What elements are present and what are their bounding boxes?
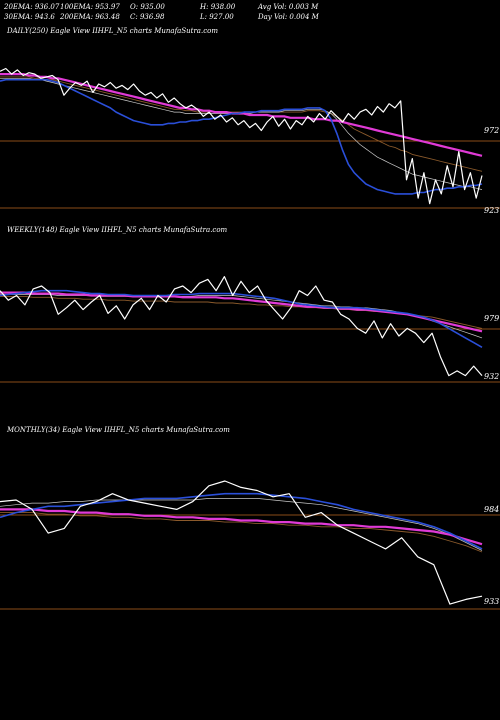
series-ema-thin-1: [0, 294, 483, 339]
hdr-high: H: 938.00: [200, 3, 236, 11]
level-label-1-0: 979: [484, 314, 499, 323]
series-ema-brown-0: [0, 76, 483, 172]
series-ema-blue-1: [0, 289, 483, 348]
hdr-day-vol: Day Vol: 0.004 M: [258, 13, 319, 21]
hdr-open: O: 935.00: [130, 3, 165, 11]
series-price-1: [0, 276, 483, 377]
series-ema-blue-0: [0, 78, 483, 195]
hdr-100ema: 100EMA: 953.97: [60, 3, 120, 11]
hdr-avg-vol: Avg Vol: 0.003 M: [258, 3, 319, 11]
panel-title-daily: DAILY(250) Eagle View IIHFL_N5 charts Mu…: [7, 27, 218, 35]
series-price-2: [0, 480, 483, 605]
level-label-1-1: 932: [484, 372, 499, 381]
hdr-200ema: 200EMA: 963.48: [60, 13, 120, 21]
series-ema-thin-0: [0, 77, 483, 190]
series-ema-thin-2: [0, 498, 483, 551]
hdr-30ema: 30EMA: 943.6: [4, 13, 55, 21]
series-ema-magenta-1: [0, 291, 483, 333]
hdr-20ema: 20EMA: 936.07: [4, 3, 60, 11]
series-ema-blue-2: [0, 492, 483, 550]
level-label-2-1: 933: [484, 597, 499, 606]
level-label-2-0: 984: [484, 505, 499, 514]
series-ema-brown-2: [0, 512, 483, 553]
series-ema-brown-1: [0, 295, 483, 329]
panel-title-weekly: WEEKLY(148) Eagle View IIHFL_N5 charts M…: [7, 226, 228, 234]
panel-title-monthly: MONTHLY(34) Eagle View IIHFL_N5 charts M…: [7, 426, 230, 434]
level-label-0-0: 972: [484, 126, 499, 135]
hdr-close: C: 936.98: [130, 13, 165, 21]
hdr-low: L: 927.00: [200, 13, 234, 21]
series-ema-magenta-2: [0, 508, 483, 546]
series-price-0: [0, 67, 483, 205]
level-label-0-1: 923: [484, 206, 499, 215]
